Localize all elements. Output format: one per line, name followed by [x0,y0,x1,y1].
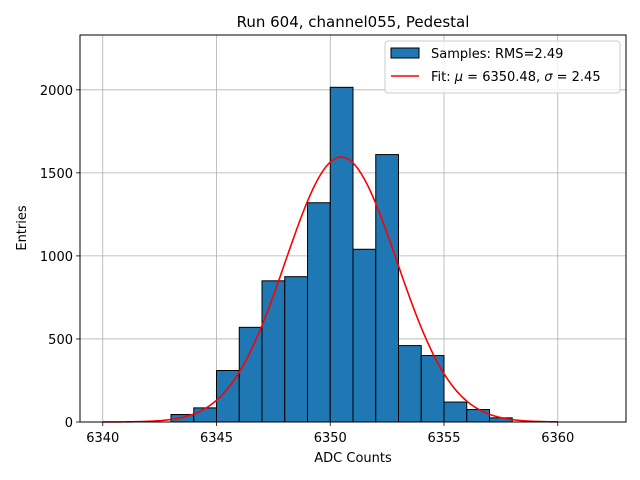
legend-box [384,40,621,94]
x-tick-label: 6355 [427,431,460,446]
y-tick-label: 2000 [40,84,73,99]
histogram-bar [307,202,331,423]
y-tick-label: 1000 [40,250,73,265]
histogram-bar [238,326,263,423]
x-tick-label: 6360 [541,431,574,446]
histogram-bars [170,86,513,423]
histogram-bar [375,154,399,423]
x-axis-ticks: 6340 6345 6350 6355 6360 [86,422,574,446]
x-axis-label: ADC Counts [314,451,392,466]
histogram-bar [352,248,377,423]
legend-samples-label: Samples: RMS=2.49 [431,47,563,62]
x-tick-label: 6340 [86,431,119,446]
x-tick-label: 6345 [200,431,233,446]
histogram-bar [420,355,445,423]
histogram-bar [443,401,468,423]
y-tick-label: 500 [48,333,73,348]
legend-samples-swatch [390,47,420,59]
legend-mu-value: = 6350.48, [463,70,544,85]
y-axis-label: Entries [15,205,30,251]
histogram-bar [398,345,422,423]
plot-frame [79,34,627,423]
legend-sigma-symbol: σ [544,70,553,85]
fit-curve [102,156,558,423]
y-axis-ticks: 0 500 1000 1500 2000 [40,84,80,431]
legend: Samples: RMS=2.49 Fit: μ = 6350.48, σ = … [384,40,621,94]
legend-sigma-value: = 2.45 [552,70,600,85]
legend-fit-label: Fit: μ = 6350.48, σ = 2.45 [431,70,601,85]
histogram-bar [329,86,354,423]
histogram-bar [284,276,308,423]
y-tick-label: 1500 [40,167,73,182]
histogram-bar [466,409,490,423]
legend-mu-symbol: μ [454,70,463,85]
chart-title: Run 604, channel055, Pedestal [237,13,470,31]
histogram-bar [193,407,217,423]
legend-fit-prefix: Fit: [431,70,455,85]
x-tick-label: 6350 [314,431,347,446]
histogram-bar [261,280,286,423]
y-tick-label: 0 [65,416,73,431]
